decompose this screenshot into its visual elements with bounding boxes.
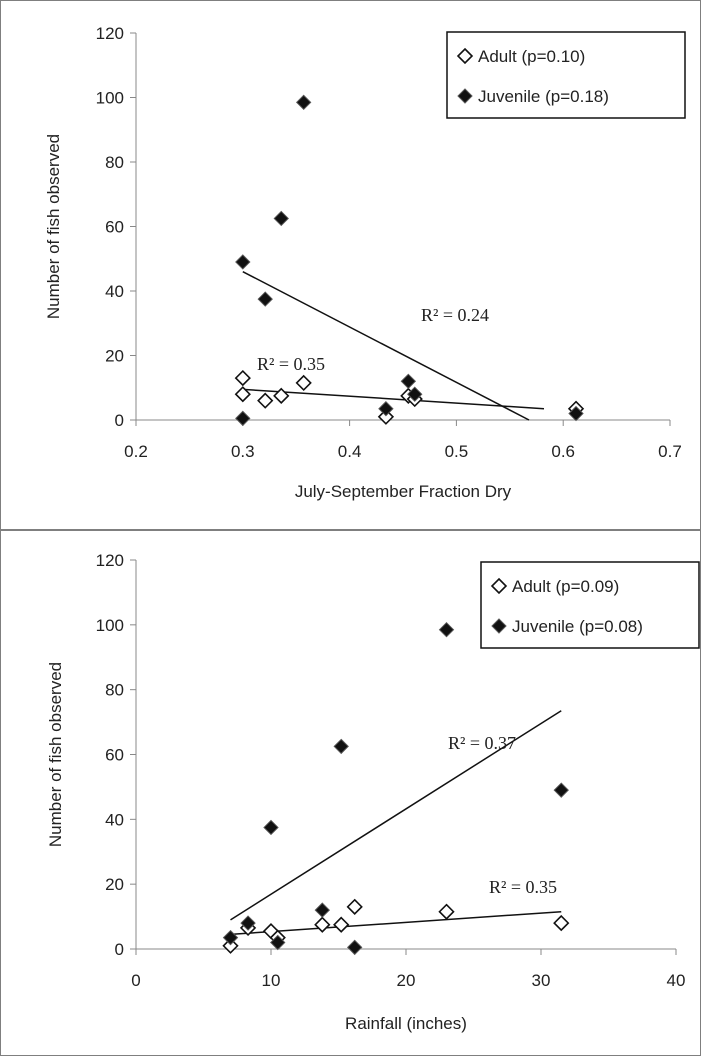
y-axis-title: Number of fish observed [46, 662, 65, 847]
adult-data-point [222, 937, 239, 954]
adult-data-point [377, 408, 395, 425]
juvenile-data-point [346, 939, 363, 956]
juvenile-data-point [295, 94, 312, 111]
juvenile-data-point [568, 405, 584, 422]
x-tick-label: 0.3 [231, 442, 255, 461]
adult-data-point [553, 914, 570, 932]
r-squared-juvenile: R² = 0.37 [448, 733, 516, 753]
juvenile-data-point [438, 621, 455, 638]
adult-data-point [295, 374, 312, 392]
r-squared-adult: R² = 0.35 [257, 354, 325, 374]
legend-marker-juvenile [457, 88, 473, 104]
juvenile-data-point [235, 410, 251, 427]
y-tick-label: 120 [96, 24, 124, 43]
x-tick-label: 0.5 [445, 442, 469, 461]
r-squared-adult: R² = 0.35 [489, 877, 557, 897]
trendline-juvenile [230, 710, 562, 921]
x-tick-label: 0.2 [124, 442, 148, 461]
y-tick-label: 60 [105, 218, 124, 237]
trendline-adult [242, 388, 545, 410]
legend-marker-juvenile [491, 618, 507, 634]
y-tick-label: 20 [105, 347, 124, 366]
juvenile-data-point [553, 782, 569, 798]
y-tick-label: 40 [105, 282, 124, 301]
juvenile-data-point [407, 386, 423, 402]
adult-data-point [273, 387, 290, 404]
x-tick-label: 0.7 [658, 442, 682, 461]
juvenile-data-point [378, 401, 394, 417]
r-squared-juvenile: R² = 0.24 [421, 305, 489, 325]
adult-data-point [234, 369, 251, 387]
adult-data-point [234, 386, 251, 403]
scatter-chart-fraction-dry: 0 20 40 60 80 100 120 0.2 0.3 0.4 0.5 0.6 0.7 Number … [44, 24, 686, 501]
juvenile-data-point [400, 373, 417, 390]
x-tick-label: 0 [131, 971, 140, 990]
y-tick-label: 80 [105, 681, 124, 700]
x-tick-label: 10 [262, 971, 281, 990]
legend-box [446, 31, 686, 119]
y-tick-label: 0 [115, 411, 124, 430]
legend-label-adult: Adult (p=0.10) [478, 47, 585, 66]
adult-data-point [257, 392, 274, 409]
legend-label-juvenile: Juvenile (p=0.18) [478, 87, 609, 106]
scatter-chart-rainfall: 0 20 40 60 80 100 120 0 10 20 30 40 Number of fish o… [46, 551, 700, 1033]
legend-marker-adult [456, 47, 474, 65]
x-tick-label: 40 [667, 971, 686, 990]
juvenile-data-point [314, 902, 331, 918]
x-tick-label: 0.6 [551, 442, 575, 461]
juvenile-data-point [270, 934, 286, 951]
adult-data-point [346, 898, 363, 915]
juvenile-data-point [257, 291, 273, 307]
adult-data-point [333, 916, 350, 933]
juvenile-data-point [235, 254, 251, 270]
juvenile-data-point [333, 738, 349, 755]
juvenile-data-point [240, 915, 256, 931]
juvenile-data-point [263, 819, 279, 836]
y-tick-label: 60 [105, 746, 124, 765]
chart-panel-fraction-dry: 0 20 40 60 80 100 120 0.2 0.3 0.4 0.5 0.6 0.7 Number … [0, 0, 701, 530]
y-tick-label: 80 [105, 153, 124, 172]
y-tick-label: 100 [96, 616, 124, 635]
x-axis-title: Rainfall (inches) [345, 1014, 467, 1033]
legend-label-adult: Adult (p=0.09) [512, 577, 619, 596]
legend-box [480, 561, 700, 649]
y-tick-label: 0 [115, 940, 124, 959]
x-tick-label: 0.4 [338, 442, 362, 461]
y-tick-label: 120 [96, 551, 124, 570]
juvenile-data-point [222, 929, 239, 946]
x-tick-label: 20 [397, 971, 416, 990]
trendline-adult [230, 910, 562, 936]
juvenile-data-point [273, 210, 289, 227]
adult-data-point [314, 916, 331, 933]
y-tick-label: 20 [105, 875, 124, 894]
y-tick-label: 40 [105, 810, 124, 829]
x-axis-title: July-September Fraction Dry [295, 482, 512, 501]
chart-panel-rainfall: 0 20 40 60 80 100 120 0 10 20 30 40 Number of fish o… [0, 530, 701, 1056]
adult-data-point [438, 903, 455, 920]
y-axis-title: Number of fish observed [44, 134, 63, 319]
x-tick-label: 30 [532, 971, 551, 990]
y-tick-label: 100 [96, 89, 124, 108]
trendline-juvenile [242, 270, 530, 421]
legend-marker-adult [490, 577, 508, 595]
legend-label-juvenile: Juvenile (p=0.08) [512, 617, 643, 636]
